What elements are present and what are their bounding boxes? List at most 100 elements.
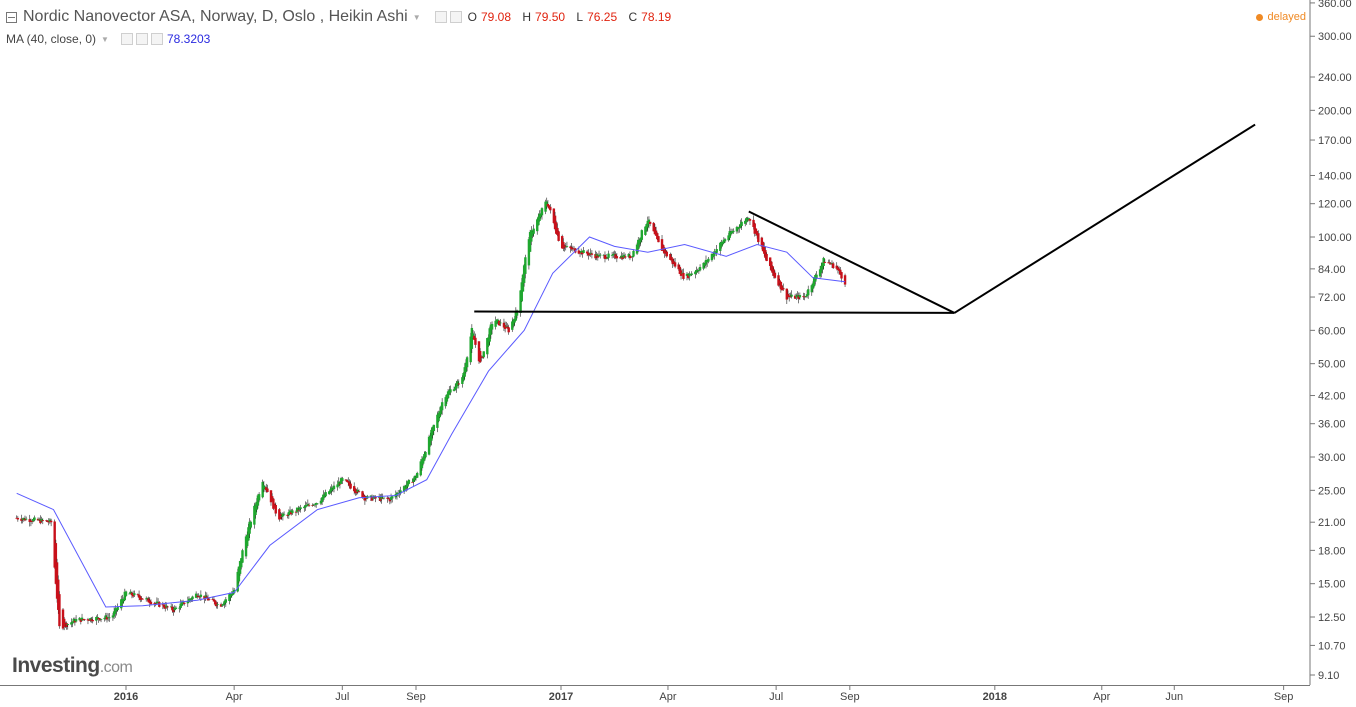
candle-body (811, 283, 815, 289)
candle-body (582, 250, 585, 253)
candle-body (183, 602, 186, 604)
gear-icon[interactable] (135, 33, 148, 45)
logo: Investing.com (12, 654, 133, 678)
candle-body (735, 227, 739, 232)
candle-body (821, 262, 824, 270)
candle-body (782, 287, 785, 290)
candle-body (446, 391, 450, 399)
candle-body (736, 227, 740, 230)
collapse-icon[interactable] (6, 11, 17, 23)
candle-body (740, 221, 743, 226)
candle-body (16, 517, 20, 520)
candle-body (722, 239, 726, 244)
candle-body (99, 618, 103, 620)
candle-body (411, 481, 414, 483)
symbol-title[interactable]: Nordic Nanovector ASA, Norway, D, Oslo ,… (23, 8, 408, 25)
candle-body (191, 596, 194, 600)
candle-body (402, 486, 406, 492)
candle-body (537, 216, 540, 226)
y-tick-label: 200.00 (1318, 105, 1352, 117)
candle-body (65, 623, 68, 628)
gear-icon[interactable] (449, 11, 462, 23)
indicator-label[interactable]: MA (40, close, 0) (6, 32, 97, 46)
candle-body (24, 518, 28, 520)
eye-icon[interactable] (120, 33, 133, 45)
y-tick-label: 42.00 (1318, 391, 1346, 403)
status-badge: delayed (1256, 11, 1306, 23)
candle-body (203, 595, 206, 600)
candle-body (697, 269, 701, 271)
y-tick-label: 240.00 (1318, 72, 1352, 84)
candle-body (431, 426, 434, 436)
y-tick-label: 170.00 (1318, 135, 1352, 147)
candle-body (462, 373, 465, 381)
candle-body (629, 256, 633, 258)
high-key: H (522, 10, 532, 24)
y-tick-label: 72.00 (1318, 292, 1346, 304)
candle-body (187, 598, 191, 603)
candlestick-series (15, 197, 847, 631)
candle-body (247, 527, 250, 541)
candle-body (597, 254, 601, 257)
candle-body (606, 257, 609, 259)
candle-body (820, 265, 823, 273)
candle-body (690, 273, 693, 275)
candle-body (621, 256, 625, 259)
candle-body (713, 251, 716, 256)
settings-icon[interactable] (434, 11, 447, 23)
candle-body (536, 219, 539, 232)
candle-body (489, 324, 493, 335)
candle-body (705, 260, 709, 263)
candle-body (698, 267, 702, 271)
candle-body (421, 457, 425, 464)
chevron-down-icon[interactable]: ▼ (412, 12, 421, 22)
open-key: O (467, 10, 477, 24)
candle-body (444, 397, 447, 407)
y-tick-label: 120.00 (1318, 199, 1352, 211)
candle-body (704, 259, 708, 265)
candle-body (108, 617, 111, 619)
candle-body (249, 521, 252, 528)
candle-body (178, 607, 181, 609)
candle-body (423, 454, 426, 461)
trendline-drawings[interactable] (474, 123, 1256, 314)
candle-body (436, 414, 439, 428)
candle-body (58, 594, 61, 627)
candle-body (732, 230, 735, 233)
candle-body (514, 310, 518, 321)
candle-body (391, 496, 394, 499)
candle-body (710, 253, 714, 261)
candle-body (33, 517, 36, 521)
candle-body (124, 591, 128, 596)
candle-body (248, 521, 251, 534)
candle-body (415, 472, 419, 478)
candle-body (487, 337, 490, 346)
candle-body (707, 258, 710, 262)
moving-average-line (16, 236, 846, 608)
candle-body (748, 219, 752, 221)
close-icon[interactable] (150, 33, 163, 45)
trendline (953, 123, 1256, 314)
candle-body (632, 250, 635, 257)
price-axis[interactable]: 360.00 300.00 240.00 200.00 170.00 140.00 120.… (1310, 0, 1352, 682)
candle-body (689, 274, 692, 276)
candle-body (188, 598, 192, 601)
candle-body (123, 591, 127, 601)
time-axis[interactable]: 2016 Apr Jul Sep 2017 Apr Jul Sep 2018 Apr Jun Sep (114, 685, 1294, 703)
candle-body (419, 461, 422, 476)
candle-body (744, 220, 747, 224)
candle-body (372, 497, 375, 499)
chevron-down-icon[interactable]: ▼ (101, 34, 109, 44)
candle-body (439, 406, 443, 415)
open-value: 79.08 (481, 10, 512, 24)
x-tick-label: Jul (335, 691, 349, 703)
candle-body (596, 255, 600, 258)
candle-body (216, 604, 219, 606)
candle-body (41, 520, 45, 521)
candle-body (424, 451, 427, 458)
candle-body (172, 608, 175, 612)
candle-body (256, 495, 260, 506)
candle-body (357, 490, 361, 492)
candle-body (319, 500, 323, 504)
